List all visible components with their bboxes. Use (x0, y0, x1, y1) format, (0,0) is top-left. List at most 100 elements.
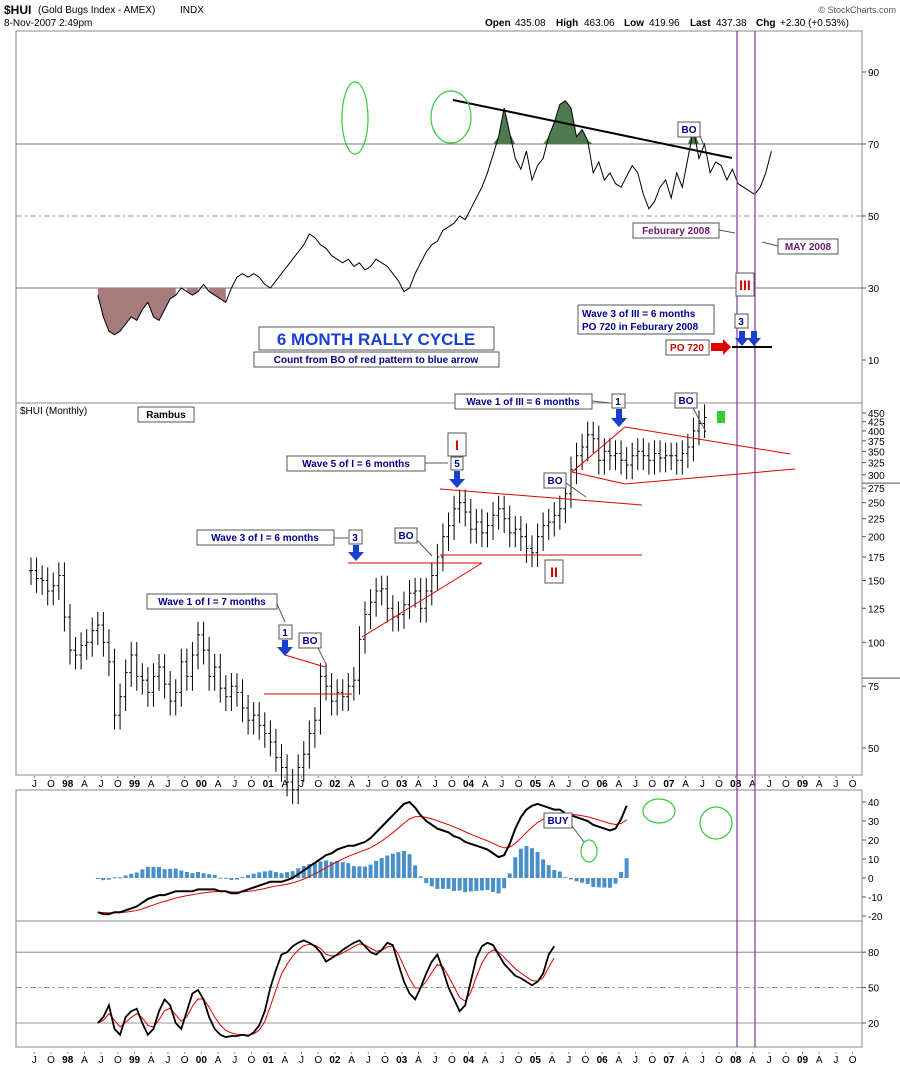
wave-I-label: I (455, 437, 459, 453)
x-tick-label: 99 (129, 1055, 141, 1066)
macd-histogram-bar (257, 872, 262, 878)
macd-histogram-bar (262, 871, 267, 878)
high-label: High (556, 18, 578, 29)
macd-histogram-bar (223, 877, 228, 879)
x-tick-label: J (700, 779, 705, 790)
macd-histogram-bar (574, 878, 579, 882)
pattern-line (571, 426, 626, 473)
buy-pointer (571, 825, 585, 843)
macd-histogram-bar (157, 867, 162, 878)
low-value: 419.96 (649, 18, 680, 29)
arrow-right-icon (711, 339, 731, 355)
x-tick-label: A (482, 779, 489, 790)
x-tick-label: A (282, 1055, 289, 1066)
y-tick-label: 50 (868, 984, 880, 995)
arrow-down-icon (611, 409, 627, 427)
macd-histogram-bar (212, 874, 217, 878)
x-tick-label: O (314, 1055, 322, 1066)
x-tick-label: 08 (730, 779, 742, 790)
num5-label: 5 (454, 459, 460, 470)
axis-layer: 9070503010450425400375350325300275250225… (32, 68, 900, 1066)
macd-histogram-bar (557, 871, 562, 878)
x-tick-label: O (582, 1055, 590, 1066)
bo-pointer-upper (692, 407, 707, 433)
arrow-down-icon (277, 640, 293, 656)
macd-histogram-bar (196, 871, 200, 878)
macd-histogram-bar (351, 866, 356, 878)
feb-2008-label: Feburary 2008 (642, 226, 710, 237)
x-tick-label: J (99, 779, 104, 790)
x-tick-label: J (433, 1055, 438, 1066)
macd-histogram-bar (240, 877, 245, 879)
macd-histogram-bar (563, 877, 568, 879)
macd-histogram-bar (285, 872, 290, 878)
macd-histogram-bar (463, 878, 468, 893)
x-tick-label: 03 (396, 779, 408, 790)
macd-histogram-bar (435, 878, 440, 889)
x-tick-label: A (549, 779, 556, 790)
y-tick-label: -20 (868, 912, 883, 923)
bo-pointer-lower (416, 539, 433, 557)
macd-histogram-bar (218, 877, 223, 879)
x-tick-label: O (448, 779, 456, 790)
x-tick-label: A (348, 779, 355, 790)
wave1-III-label: Wave 1 of III = 6 months (466, 397, 580, 408)
y-tick-label: 10 (868, 855, 880, 866)
x-tick-label: J (633, 779, 638, 790)
price-panel-frame (15, 402, 863, 776)
x-tick-label: J (633, 1055, 638, 1066)
x-tick-label: O (582, 779, 590, 790)
bo-label-lower: BO (399, 531, 414, 542)
x-tick-label: O (715, 1055, 723, 1066)
x-tick-label: O (648, 1055, 656, 1066)
wave3-note-line2: PO 720 in Feburary 2008 (582, 322, 699, 333)
macd-histogram-bar (112, 877, 117, 879)
buy-oval (580, 839, 598, 863)
y-tick-label: 70 (868, 140, 880, 151)
macd-histogram-bar (474, 878, 479, 891)
pattern-line (439, 488, 643, 506)
x-tick-label: A (282, 779, 289, 790)
arrow-down-icon (449, 471, 465, 488)
y-tick-label: 80 (868, 948, 880, 959)
x-tick-label: 09 (797, 779, 809, 790)
x-tick-label: O (515, 779, 523, 790)
y-tick-label: 300 (868, 471, 885, 482)
po720-label: PO 720 (670, 343, 704, 354)
x-tick-label: J (700, 1055, 705, 1066)
macd-histogram-bar (541, 859, 546, 878)
macd-signal-line (97, 813, 627, 914)
macd-histogram-bar (413, 865, 418, 878)
wave1-I-label: Wave 1 of I = 7 months (158, 597, 266, 608)
x-tick-label: J (366, 779, 371, 790)
wave3-I-label: Wave 3 of I = 6 months (211, 533, 319, 544)
credit-label: © StockCharts.com (818, 5, 896, 15)
macd-histogram-bar (118, 877, 123, 879)
y-tick-label: 400 (868, 427, 885, 438)
macd-histogram-bar (401, 850, 406, 878)
macd-histogram-bar (168, 868, 173, 878)
po720-box (665, 339, 710, 356)
x-tick-label: J (165, 1055, 170, 1066)
macd-histogram-bar (429, 878, 434, 887)
x-tick-label: A (682, 1055, 689, 1066)
x-tick-label: 99 (129, 779, 141, 790)
macd-histogram-bar (312, 862, 317, 878)
x-tick-label: J (32, 779, 37, 790)
macd-histogram-bar (368, 864, 373, 878)
x-tick-label: A (816, 1055, 823, 1066)
macd-histogram-bar (346, 863, 351, 878)
x-tick-label: A (749, 1055, 756, 1066)
x-tick-label: O (248, 779, 256, 790)
x-tick-label: O (648, 779, 656, 790)
x-tick-label: O (314, 779, 322, 790)
open-value: 435.08 (515, 18, 546, 29)
x-tick-label: A (682, 779, 689, 790)
x-tick-label: 00 (196, 1055, 208, 1066)
num3-box (348, 529, 363, 545)
x-tick-label: J (833, 1055, 838, 1066)
feb-pointer (718, 229, 736, 234)
macd-histogram-bar (446, 878, 451, 889)
